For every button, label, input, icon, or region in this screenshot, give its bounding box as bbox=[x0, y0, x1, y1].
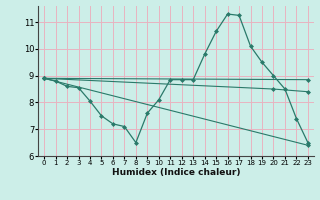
X-axis label: Humidex (Indice chaleur): Humidex (Indice chaleur) bbox=[112, 168, 240, 177]
